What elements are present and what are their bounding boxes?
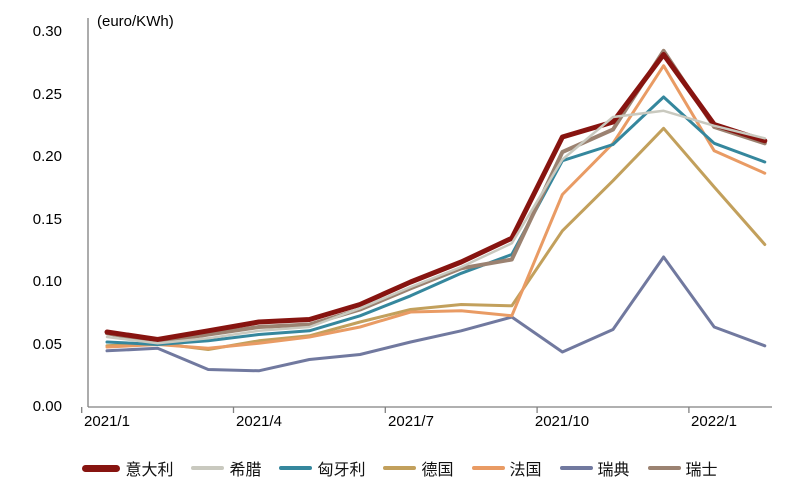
legend-label-france: 法国 — [509, 462, 542, 479]
legend-item-france: 法国 — [471, 456, 542, 480]
line-series-hungary — [105, 95, 767, 346]
legend-label-greece: 希腊 — [229, 462, 262, 479]
x-axis-tick-label: 2021/7 — [388, 413, 434, 430]
legend-label-switzerland: 瑞士 — [685, 462, 718, 479]
line-series-greece — [105, 109, 767, 345]
legend-label-italy: 意大利 — [125, 462, 174, 479]
line-series-switzerland — [105, 48, 767, 344]
line-series-italy — [104, 52, 768, 342]
legend-swatch-greece — [191, 466, 225, 470]
x-axis-tick-label: 2021/4 — [236, 413, 282, 430]
plot-area — [81, 18, 772, 413]
legend-swatch-france — [471, 466, 505, 470]
legend-swatch-switzerland — [647, 466, 681, 470]
y-axis-tick-label: 0.15 — [32, 211, 62, 228]
x-axis-tick-label: 2021/10 — [534, 413, 590, 430]
legend-item-sweden: 瑞典 — [559, 456, 630, 480]
legend-swatch-italy — [82, 464, 121, 472]
legend-label-sweden: 瑞典 — [597, 462, 630, 479]
legend-item-germany: 德国 — [383, 456, 454, 480]
x-axis-tick-label: 2021/1 — [84, 413, 130, 430]
legend-item-greece: 希腊 — [191, 456, 261, 480]
y-axis-tick-label: 0.20 — [32, 148, 62, 165]
legend-item-hungary: 匈牙利 — [279, 456, 365, 480]
y-axis-tick-label: 0.05 — [32, 336, 62, 353]
x-axis-tick-label: 2022/1 — [691, 413, 737, 430]
y-axis-tick-label: 0.30 — [32, 23, 62, 40]
y-axis-tick-label: 0.00 — [32, 398, 62, 415]
line-series-sweden — [105, 255, 767, 373]
legend-swatch-germany — [383, 466, 417, 470]
legend: 意大利 希腊 匈牙利 德国 法国 瑞典 瑞士 — [0, 456, 800, 480]
legend-swatch-sweden — [559, 466, 593, 470]
y-axis-tick-label: 0.10 — [32, 273, 62, 290]
legend-label-germany: 德国 — [421, 462, 454, 479]
y-axis-tick-label: 0.25 — [32, 86, 62, 103]
y-axis-unit-label: (euro/KWh) — [97, 13, 174, 30]
legend-swatch-hungary — [279, 466, 313, 470]
legend-item-switzerland: 瑞士 — [647, 456, 718, 480]
line-series-germany — [105, 126, 767, 351]
legend-item-italy: 意大利 — [82, 456, 173, 480]
legend-label-hungary: 匈牙利 — [317, 462, 366, 479]
line-series-france — [105, 64, 767, 350]
